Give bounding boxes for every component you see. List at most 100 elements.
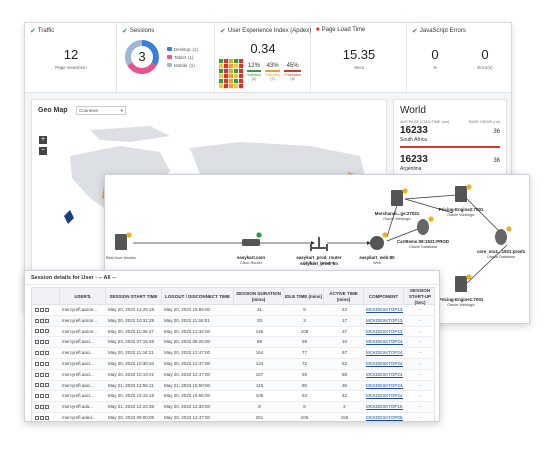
search-icon[interactable]	[40, 383, 44, 388]
row-actions[interactable]	[35, 337, 59, 347]
expand-icon[interactable]	[45, 361, 49, 366]
topology-node[interactable]	[495, 226, 512, 245]
table-row[interactable]: mercyrefl.aaci... May 21, 2022 13:55:11 Ma…	[31, 380, 435, 392]
topology-node[interactable]	[370, 232, 388, 250]
view-icon[interactable]	[35, 318, 39, 323]
search-icon[interactable]	[40, 340, 44, 345]
js-errors-widget[interactable]: ✔ JavaScript Errors 0 % 0 Error(s)	[407, 23, 511, 93]
table-row[interactable]: mercyrefl.aaci... May 20, 2022 10:30:34 Ma…	[31, 358, 435, 370]
col-active[interactable]: ACTIVE TIME (mins)	[324, 288, 364, 306]
apdex-cell	[229, 74, 234, 79]
component-link[interactable]: MCKDESKTOP24.lo	[366, 371, 403, 377]
component-link[interactable]: MCKDESKTOP24.lo	[366, 339, 403, 345]
col-startup[interactable]: SESSION START-UP (Sec)	[408, 288, 432, 305]
view-icon[interactable]	[35, 394, 39, 399]
topology-node[interactable]	[455, 184, 472, 202]
table-row[interactable]: mercyrefl.aaci... May 20, 2022 15:15:18 Ma…	[31, 391, 435, 403]
topology-node[interactable]	[455, 274, 472, 292]
sessions-widget[interactable]: ✔ Sessions 3 Desktop (1) Tablet (1)	[117, 23, 215, 93]
view-icon[interactable]	[35, 329, 39, 334]
table-row[interactable]: mercyrefl.aaci... May 20, 2022 10:19:41 Ma…	[31, 369, 435, 381]
view-icon[interactable]	[35, 415, 39, 420]
search-icon[interactable]	[40, 307, 44, 312]
col-idle[interactable]: IDLE TIME (mins)	[284, 288, 324, 306]
topology-node[interactable]	[242, 232, 262, 246]
component-link[interactable]: MCKDESKTOP24.lo	[366, 393, 403, 399]
col-duration[interactable]: SESSION DURATION (mins)	[234, 288, 284, 306]
expand-icon[interactable]	[45, 383, 49, 388]
component-link[interactable]: MCKDESKTOP16.lo	[366, 404, 403, 410]
topology-node[interactable]	[417, 216, 434, 235]
table-row[interactable]: mercyrefl.aaron... May 20, 2022 10:31:29 M…	[31, 315, 435, 327]
col-logout[interactable]: LOGOUT / DISCONNECT TIME	[162, 288, 234, 306]
row-actions[interactable]	[35, 370, 59, 380]
table-row[interactable]: mercyrefl.aaron... May 20, 2022 12:26:18 M…	[31, 305, 435, 316]
col-component[interactable]: COMPONENT	[364, 288, 404, 306]
row-actions[interactable]	[35, 402, 59, 412]
table-row[interactable]: mercyrefl.aaron... May 20, 2022 11:08:47 M…	[31, 326, 435, 338]
traffic-widget[interactable]: ✔ Traffic 12 Page views/min	[25, 23, 117, 93]
view-icon[interactable]	[35, 340, 39, 345]
topology-node[interactable]	[391, 188, 408, 206]
search-icon[interactable]	[40, 351, 44, 355]
expand-icon[interactable]	[45, 394, 49, 399]
component-link[interactable]: MCKDESKTOP13.lo	[366, 307, 403, 312]
view-icon[interactable]	[35, 307, 39, 312]
row-actions[interactable]	[35, 348, 59, 358]
search-icon[interactable]	[40, 394, 44, 399]
search-icon[interactable]	[40, 404, 44, 409]
row-actions[interactable]	[35, 391, 59, 401]
expand-icon[interactable]	[45, 351, 49, 355]
view-icon[interactable]	[35, 383, 39, 388]
expand-icon[interactable]	[45, 415, 49, 420]
search-icon[interactable]	[40, 329, 44, 334]
component-link[interactable]: MCKDESKTOP24.lo	[366, 382, 403, 388]
topology-node[interactable]	[115, 232, 132, 250]
row-actions[interactable]	[35, 359, 59, 369]
row-actions[interactable]	[35, 305, 59, 315]
view-icon[interactable]	[35, 404, 39, 409]
search-icon[interactable]	[40, 415, 44, 420]
apdex-widget[interactable]: ✔ User Experience Index (Apdex) 0.34 12%…	[215, 23, 311, 93]
sessions-value: 3	[138, 49, 146, 64]
component-link[interactable]: MCKDESKTOP13.lo	[366, 328, 403, 334]
col-session-start[interactable]: SESSION START TIME	[106, 288, 162, 306]
expand-icon[interactable]	[45, 404, 49, 409]
view-icon[interactable]	[35, 351, 39, 355]
component-link[interactable]: MCKDESKTOP13.lo	[366, 317, 403, 323]
expand-icon[interactable]	[45, 318, 49, 323]
col-user[interactable]: USER ⇅	[60, 288, 106, 306]
expand-icon[interactable]	[45, 372, 49, 377]
row-actions[interactable]	[35, 316, 59, 326]
avg-load-value: 16233	[400, 125, 428, 136]
component-link[interactable]: MCKDESKTOP24.lo	[366, 350, 403, 356]
row-actions[interactable]	[35, 327, 59, 337]
search-icon[interactable]	[40, 361, 44, 366]
table-row[interactable]: mercyrefl.aaci... May 20, 2022 11:34:21 Ma…	[31, 348, 435, 359]
map-marker[interactable]	[64, 210, 74, 224]
component-link[interactable]: MCKDESKTOP09.lo	[366, 414, 403, 420]
table-row[interactable]: mercyrefl.ada... May 21, 2022 12:24:36 May…	[31, 402, 435, 413]
world-card[interactable]: AVG PAGE LOAD TIME (ms) PAGE VIEWS (no) …	[400, 120, 500, 148]
expand-icon[interactable]	[45, 329, 49, 334]
search-icon[interactable]	[40, 372, 44, 377]
apdex-cell	[234, 64, 239, 69]
table-cell: May 20, 2022 12:33:00	[164, 404, 211, 410]
table-row[interactable]: mercyrefl.aaci... May 23, 2022 07:15:49 Ma…	[31, 337, 435, 349]
row-actions[interactable]	[35, 381, 59, 391]
row-actions[interactable]	[35, 413, 59, 421]
apdex-frustrated: 45% Frustrated (8)	[284, 63, 301, 81]
zoom-out-button[interactable]: −	[39, 147, 47, 155]
view-icon[interactable]	[35, 361, 39, 366]
view-icon[interactable]	[35, 372, 39, 377]
zoom-in-button[interactable]: +	[39, 136, 47, 144]
component-link[interactable]: MCKDESKTOP24.lo	[366, 360, 403, 366]
page-load-widget[interactable]: ■ Page Load Time 15.35 Secs	[311, 23, 407, 93]
expand-icon[interactable]	[45, 340, 49, 345]
search-icon[interactable]	[40, 318, 44, 323]
topology-node[interactable]	[310, 237, 328, 251]
countries-select[interactable]: Countries ▾	[76, 106, 126, 115]
table-row[interactable]: mercyrefl.aded... May 20, 2022 09:00:08 Ma…	[31, 412, 435, 421]
expand-icon[interactable]	[45, 307, 49, 312]
